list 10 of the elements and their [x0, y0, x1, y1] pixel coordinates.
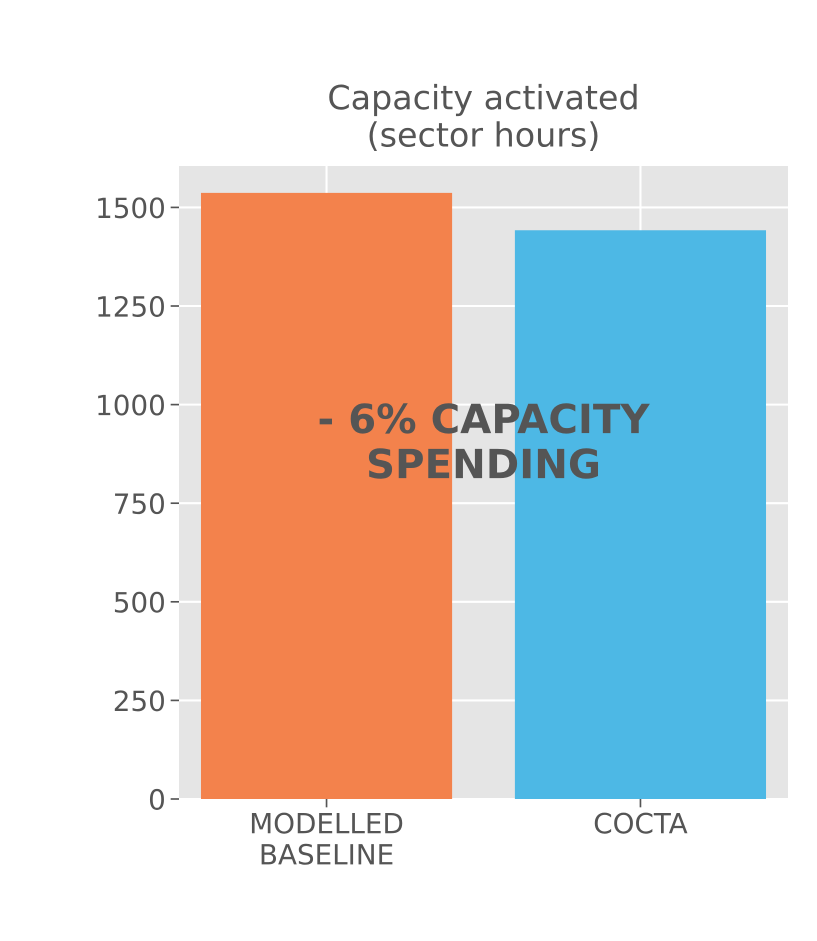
y-tick-label: 500 — [114, 592, 164, 613]
y-tick-label: 750 — [115, 493, 164, 514]
x-tick-label: MODELLED BASELINE — [252, 812, 402, 865]
y-tick-label: 0 — [150, 788, 164, 810]
x-tick-label: COCTA — [594, 812, 688, 834]
chart-title: Capacity activated (sector hours) — [329, 84, 637, 151]
y-tick-label: 1250 — [98, 296, 164, 317]
y-tick-label: 250 — [114, 690, 164, 712]
y-tick-label: 1500 — [98, 197, 164, 218]
y-tick-label: 1000 — [98, 394, 164, 416]
